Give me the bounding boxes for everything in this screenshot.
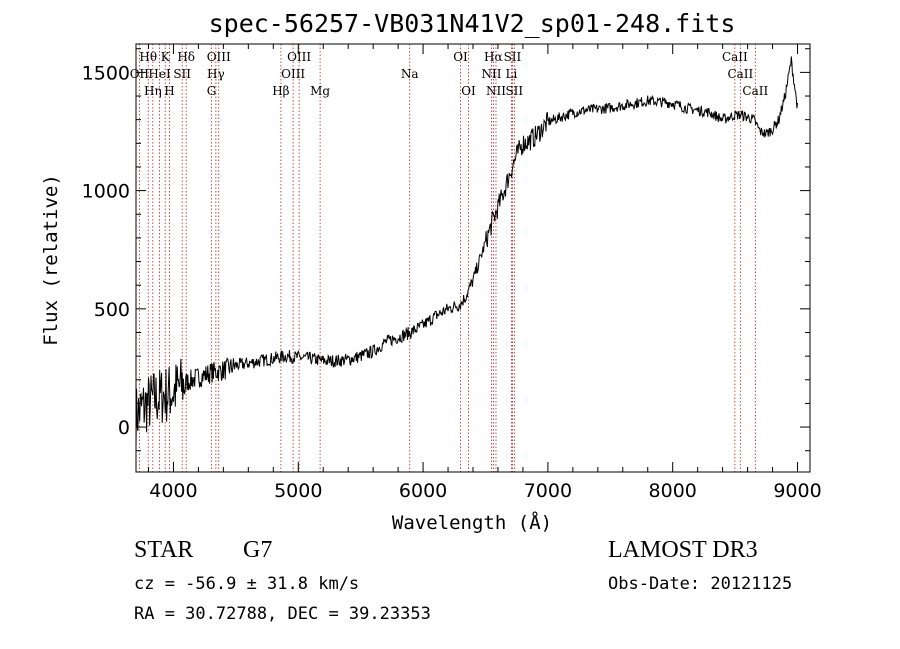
spectral-line-label: Hδ	[177, 50, 195, 64]
spectral-line-label: OIII	[287, 50, 311, 64]
spectral-line-label: Hη	[144, 84, 162, 98]
observation-date: Obs-Date: 20121125	[608, 574, 793, 594]
flux-series-line	[135, 56, 798, 447]
survey-name: LAMOST DR3	[608, 537, 758, 563]
spectral-line-label: OIII	[207, 50, 231, 64]
coordinates: RA = 30.72788, DEC = 39.23353	[134, 604, 431, 624]
spectral-line-label: Hγ	[207, 67, 225, 81]
spectral-line-label: NII	[481, 67, 501, 81]
spectral-line-label: OI	[461, 84, 476, 98]
spectral-line-label: Mg	[310, 84, 330, 98]
spectral-line-label: SII	[504, 50, 522, 64]
axis-ticks: 4000 5000 6000 7000 8000 9000 0 500 1000 1500	[82, 44, 822, 502]
y-tick-label: 500	[94, 299, 130, 321]
spectral-line-label: Hα	[484, 50, 503, 64]
spectral-line-label: Li	[506, 67, 518, 81]
object-subclass: G7	[243, 537, 273, 563]
spectral-line-label: K	[161, 50, 171, 64]
spectral-line-markers	[138, 44, 756, 472]
spectral-line-label: Hβ	[272, 84, 289, 98]
spectral-line-label: Hθ	[139, 50, 157, 64]
y-tick-label: 1000	[82, 181, 130, 203]
spectral-line-label: CaII	[742, 84, 768, 98]
x-tick-label: 9000	[773, 480, 821, 502]
spectral-line-label: OIII	[281, 67, 305, 81]
spectral-line-label: HeI	[148, 67, 171, 81]
spectral-line-label: H	[164, 84, 174, 98]
y-tick-label: 0	[118, 417, 130, 439]
y-tick-label: 1500	[82, 62, 130, 84]
spectral-line-label: OI	[453, 50, 468, 64]
x-tick-label: 8000	[649, 480, 697, 502]
spectral-line-label: NII	[486, 84, 506, 98]
spectral-line-label: Na	[401, 67, 419, 81]
x-tick-label: 7000	[524, 480, 572, 502]
x-tick-label: 5000	[274, 480, 322, 502]
x-axis-label: Wavelength (Å)	[392, 511, 552, 534]
x-tick-label: 6000	[399, 480, 447, 502]
spectral-line-label: CaII	[722, 50, 748, 64]
redshift-velocity: cz = -56.9 ± 31.8 km/s	[134, 574, 360, 594]
spectral-line-label: OII	[130, 67, 150, 81]
object-class: STAR	[134, 537, 194, 563]
spectral-line-label: SII	[505, 84, 523, 98]
spectral-line-label: G	[207, 84, 217, 98]
chart-title: spec-56257-VB031N41V2_sp01-248.fits	[209, 9, 736, 38]
y-axis-label: Flux (relative)	[40, 174, 62, 346]
spectral-line-label: SII	[173, 67, 191, 81]
x-tick-label: 4000	[149, 480, 197, 502]
spectral-line-label: CaII	[727, 67, 753, 81]
